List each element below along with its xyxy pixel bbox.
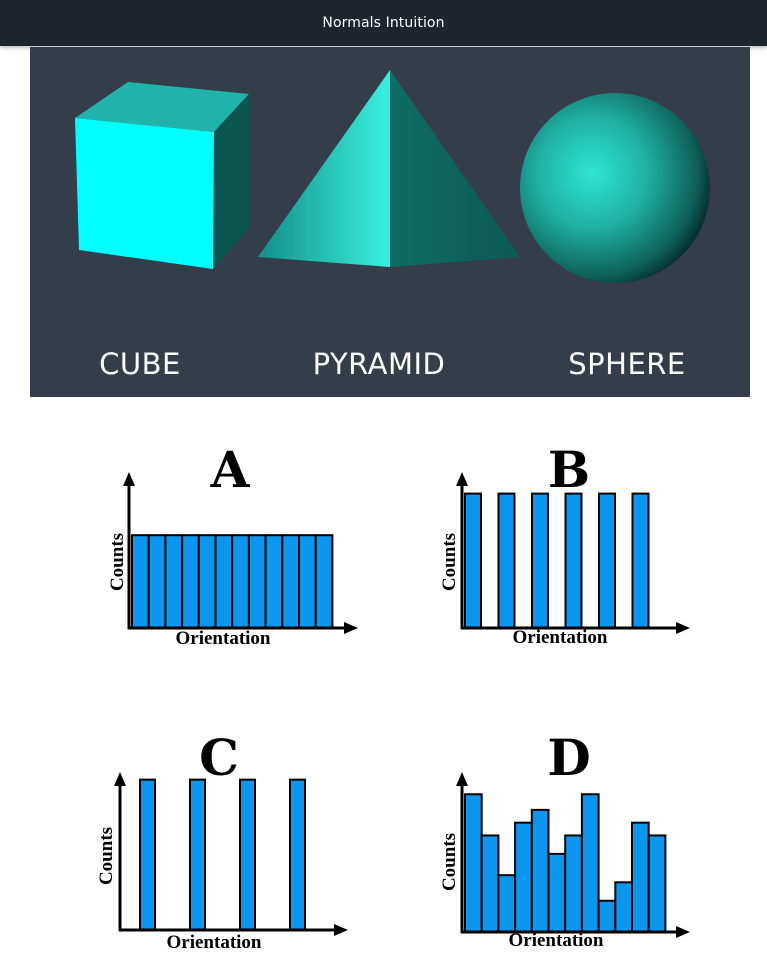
chart-c-bar-4 <box>289 778 306 932</box>
chart-b-x-arrow <box>676 622 690 634</box>
chart-d-x-arrow <box>676 926 690 938</box>
chart-d-bar-3 <box>497 874 517 933</box>
chart-a-bar-2 <box>147 534 167 629</box>
pyramid-label: PYRAMID <box>312 347 446 381</box>
app-header: Normals Intuition <box>0 0 767 46</box>
chart-d: D Counts Orientation <box>432 725 702 960</box>
chart-a-bar-9 <box>264 534 284 629</box>
chart-a: A Counts Orientation <box>100 440 370 660</box>
sphere-label: SPHERE <box>568 347 686 381</box>
chart-a-bar-8 <box>247 534 267 629</box>
chart-a-bar-4 <box>181 534 200 629</box>
cube-shape <box>75 82 249 269</box>
chart-b-ylabel: Counts <box>439 532 460 592</box>
chart-c-plot <box>114 772 348 936</box>
chart-a-plot <box>123 472 358 634</box>
chart-d-bar-12 <box>647 834 667 933</box>
shapes-panel: CUBE PYRAMID SPHERE <box>30 47 750 397</box>
chart-a-bar-3 <box>164 534 184 629</box>
chart-b-xlabel: Orientation <box>512 627 608 648</box>
chart-a-bar-7 <box>231 534 250 629</box>
shapes-illustration <box>75 70 710 283</box>
chart-c-bar-1 <box>139 778 156 932</box>
chart-d-bar-1 <box>464 793 483 934</box>
chart-a-bar-5 <box>197 534 217 629</box>
chart-d-ylabel: Counts <box>439 832 460 892</box>
chart-a-y-arrow <box>123 472 135 486</box>
chart-a-xlabel: Orientation <box>175 628 271 649</box>
chart-a-bar-1 <box>131 534 150 629</box>
chart-b: B Counts Orientation <box>432 440 702 660</box>
chart-b-plot <box>456 472 690 634</box>
chart-a-bar-6 <box>214 534 234 629</box>
chart-b-bar-3 <box>531 492 549 629</box>
chart-a-bar-12 <box>314 534 334 629</box>
chart-a-title: A <box>210 440 250 499</box>
chart-c: C Counts Orientation <box>90 725 360 960</box>
chart-c-title: C <box>199 728 239 787</box>
chart-d-bar-6 <box>547 852 567 933</box>
chart-c-xlabel: Orientation <box>166 932 262 953</box>
chart-b-title: B <box>547 440 591 499</box>
cube-label: CUBE <box>99 347 181 381</box>
chart-b-bar-2 <box>497 492 516 629</box>
chart-d-bar-7 <box>564 834 583 933</box>
sphere-shape <box>520 93 710 283</box>
chart-c-bar-3 <box>239 778 256 932</box>
chart-d-bar-10 <box>614 881 634 934</box>
chart-a-x-arrow <box>344 622 358 634</box>
chart-d-bar-8 <box>580 793 600 934</box>
chart-b-bar-4 <box>564 492 583 629</box>
chart-d-bar-5 <box>530 808 550 933</box>
chart-a-bar-11 <box>298 534 317 629</box>
chart-c-ylabel: Counts <box>96 826 117 886</box>
chart-d-bar-9 <box>597 899 617 933</box>
chart-d-title: D <box>547 728 591 787</box>
pyramid-shape <box>258 70 520 267</box>
chart-d-xlabel: Orientation <box>508 930 604 951</box>
chart-b-bar-5 <box>598 492 616 629</box>
chart-d-y-arrow <box>456 772 468 786</box>
chart-d-bar-11 <box>631 821 650 933</box>
chart-d-bar-2 <box>480 834 500 933</box>
app-title: Normals Intuition <box>322 15 445 31</box>
chart-a-ylabel: Counts <box>107 532 128 592</box>
chart-b-y-arrow <box>456 472 468 486</box>
chart-d-plot <box>456 772 690 938</box>
chart-a-bar-10 <box>281 534 301 629</box>
chart-c-x-arrow <box>334 924 348 936</box>
chart-d-bar-4 <box>514 821 533 933</box>
chart-c-y-arrow <box>114 772 126 786</box>
chart-b-bar-6 <box>631 492 650 629</box>
chart-b-bar-1 <box>464 492 482 629</box>
chart-c-bar-2 <box>189 778 206 932</box>
